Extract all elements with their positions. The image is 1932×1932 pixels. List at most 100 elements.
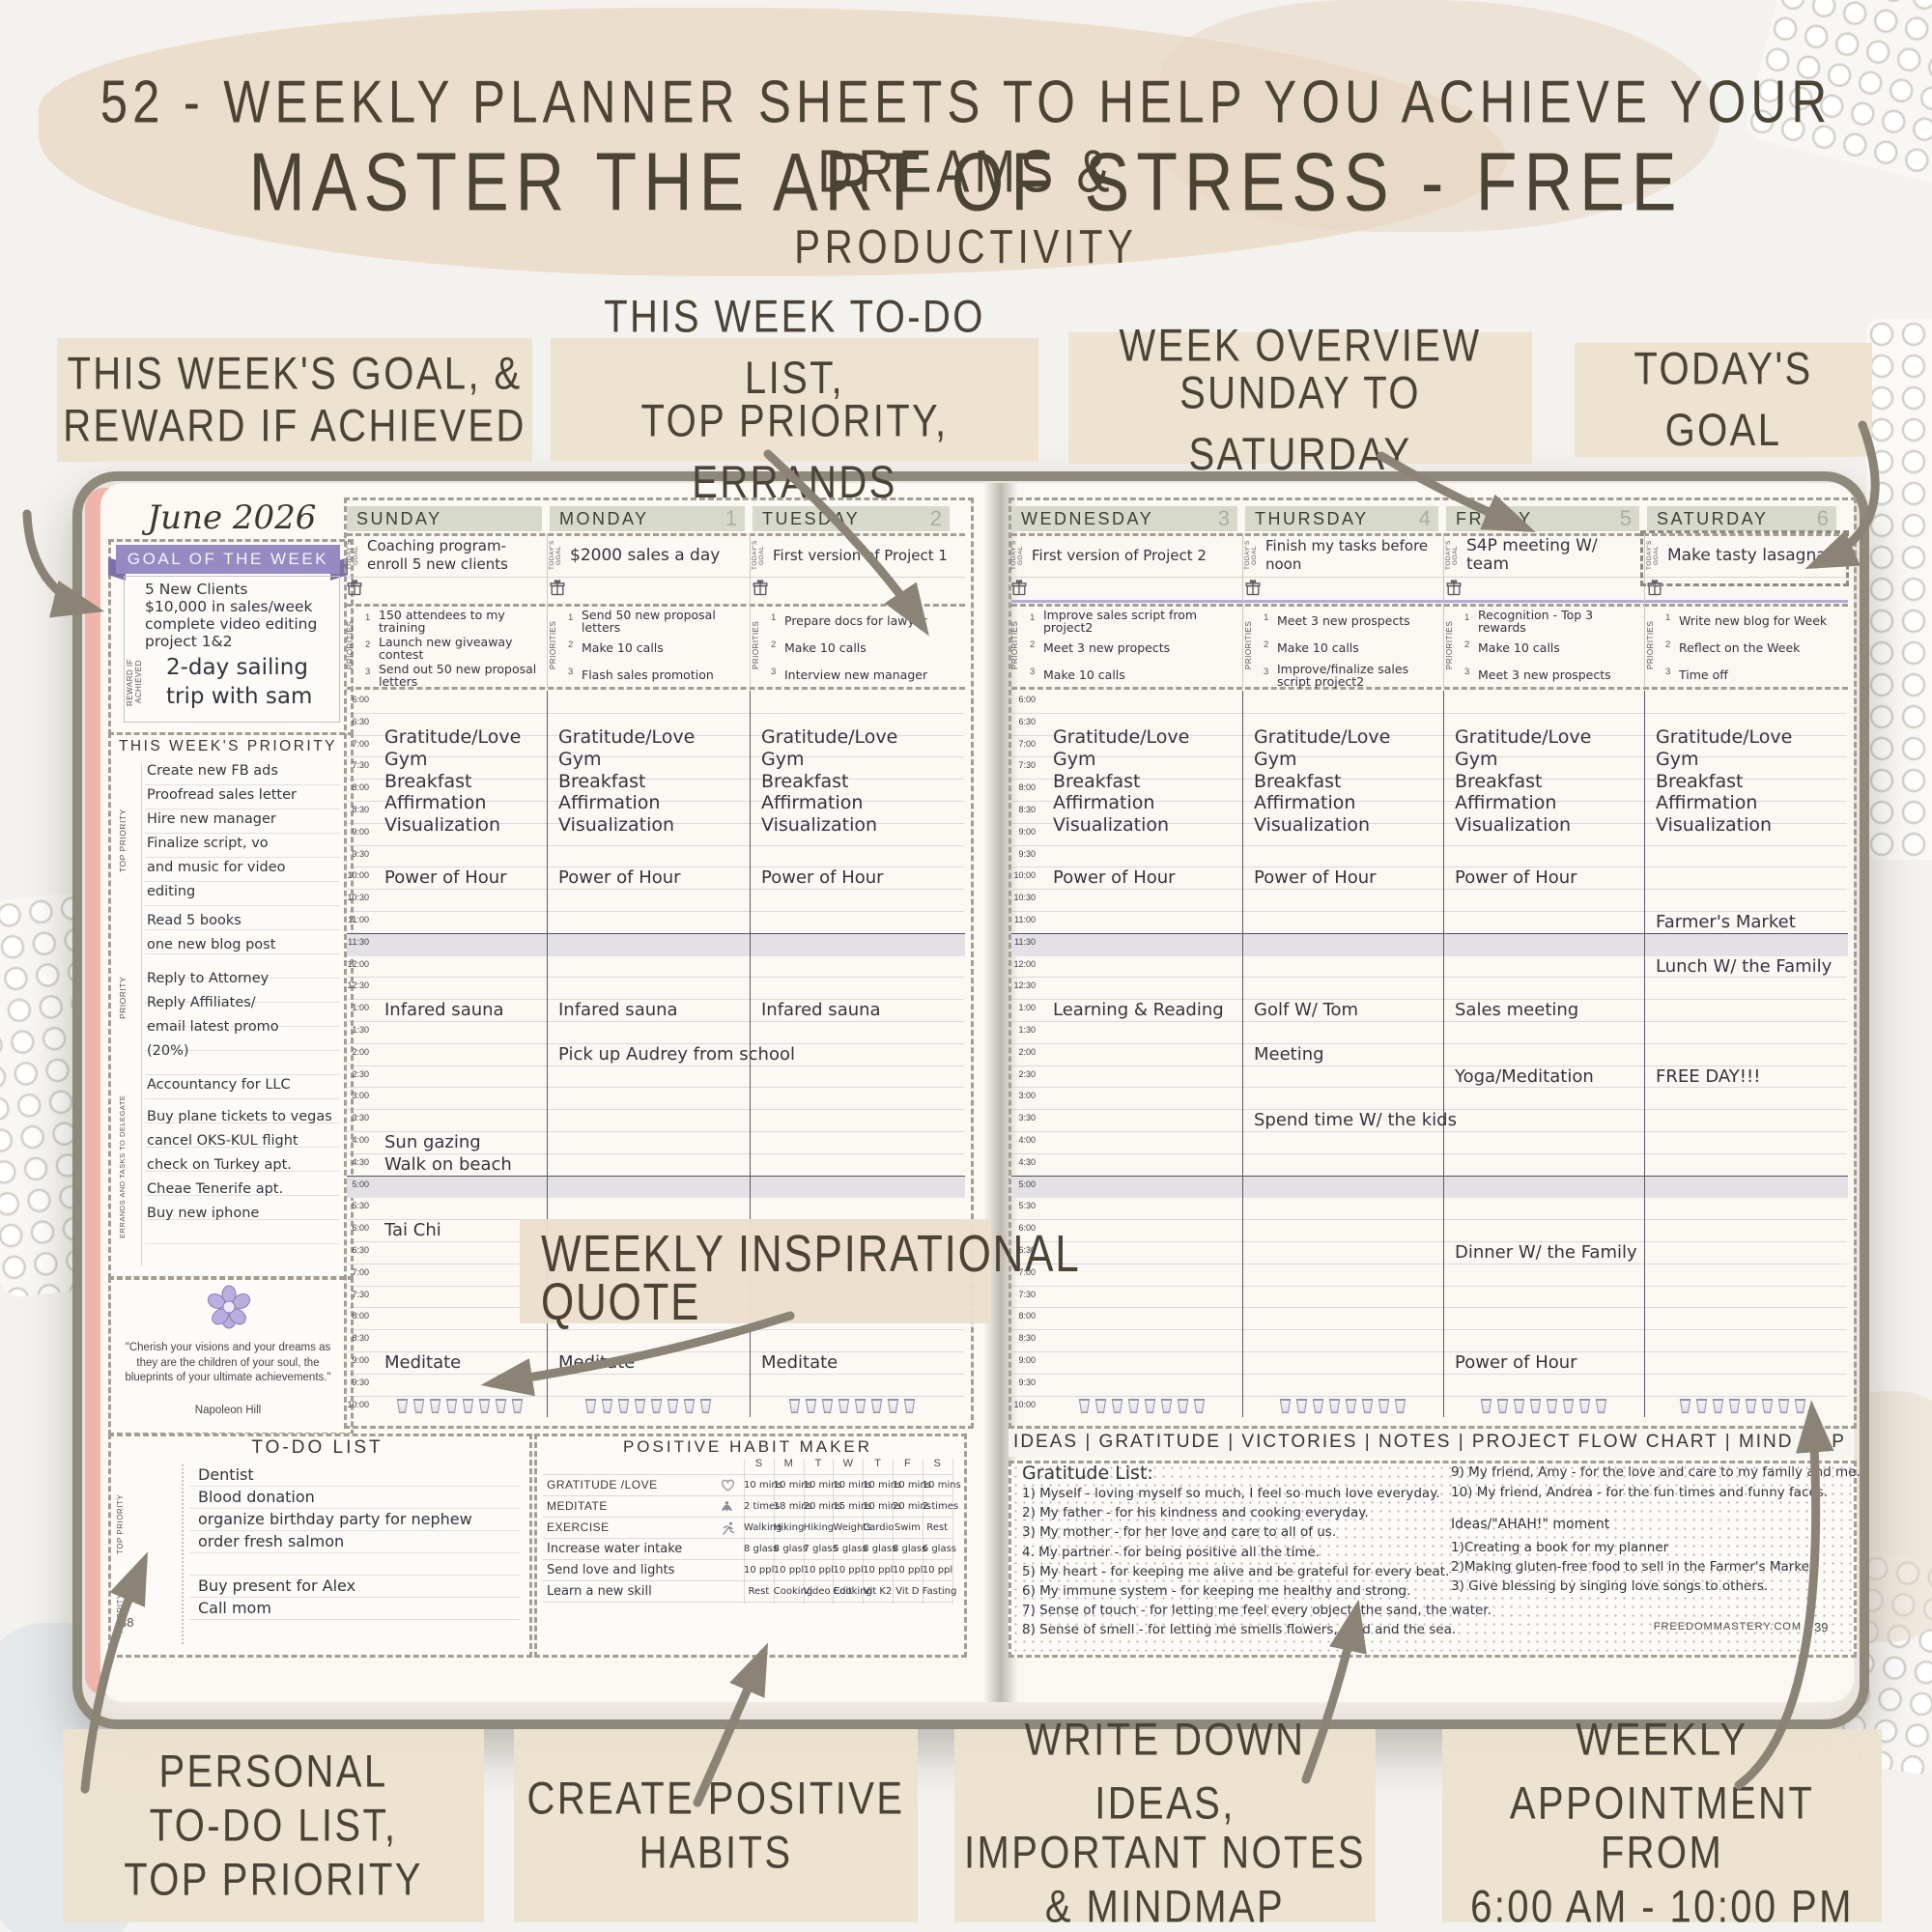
todays-goal-label: TODAY'S GOAL <box>549 540 562 571</box>
gratitude-item: 5) My heart - for keeping me alive and b… <box>1022 1563 1450 1579</box>
rule-line <box>145 905 340 906</box>
water-glass-icon <box>478 1399 491 1413</box>
habit-value: 10 ppl <box>744 1565 775 1576</box>
goal-line-2: $10,000 in sales/week <box>145 598 313 615</box>
row-divider-dashed <box>1011 687 1848 690</box>
time-label: 6:30 <box>352 716 369 726</box>
callout-line: REWARD IF ACHIEVED <box>63 401 526 451</box>
habit-value: Cooking <box>833 1586 872 1597</box>
priority-number: 3 <box>771 667 777 677</box>
time-label: 6:30 <box>1018 1245 1036 1255</box>
water-glass-icon <box>821 1399 834 1413</box>
habit-value: 10 mins <box>863 1501 902 1512</box>
schedule-line <box>1012 712 1847 714</box>
schedule-line <box>1012 734 1847 736</box>
todays-goal-text: Coaching program-enroll 5 new clients <box>367 537 508 573</box>
water-glass-icon <box>1546 1399 1558 1413</box>
day-separator <box>1443 691 1445 1418</box>
schedule-line <box>348 801 964 802</box>
day-header: THURSDAY 4 <box>1245 506 1438 531</box>
schedule-entry: Power of Hour <box>1455 1352 1577 1373</box>
priority-text: Send 50 new proposal letters <box>582 607 716 635</box>
time-label: 10:30 <box>347 893 369 903</box>
water-glass-icon <box>601 1399 613 1413</box>
time-label: 8:30 <box>352 805 369 814</box>
priority-text: Meet 3 new propects <box>1043 640 1171 655</box>
schedule-line <box>348 1065 964 1066</box>
page-title-line3: PRODUCTIVITY <box>794 221 1138 273</box>
priority-number: 1 <box>568 612 574 623</box>
callout-bottom-1: CREATE POSITIVE HABITS <box>514 1729 918 1922</box>
callout-top-2: WEEK OVERVIEW SUNDAY TO SATURDAY <box>1068 321 1532 480</box>
schedule-line <box>1012 1329 1847 1331</box>
priority-number: 1 <box>1264 612 1269 623</box>
todo-item: organize birthday party for nephew <box>198 1510 472 1528</box>
day-header: SUNDAY <box>347 506 542 531</box>
quote-callout-line2: QUOTE <box>541 1273 701 1332</box>
water-glass-icon <box>1728 1399 1741 1413</box>
habit-row-label: GRATITUDE /LOVE <box>547 1478 658 1492</box>
gratitude-item: 8) Sense of smell - for letting me smell… <box>1022 1622 1457 1638</box>
schedule-entry: Meeting <box>1254 1043 1324 1065</box>
schedule-line <box>1012 801 1847 802</box>
habit-grid-line <box>543 1538 952 1539</box>
schedule-line <box>348 1087 964 1089</box>
day-header: SATURDAY 6 <box>1647 506 1836 531</box>
runner-icon <box>721 1521 736 1537</box>
rule-line <box>145 784 340 785</box>
habit-value: Cooking <box>773 1586 813 1597</box>
day-name: THURSDAY <box>1255 509 1369 528</box>
habit-value: 15 mins <box>833 1501 872 1512</box>
time-label: 8:00 <box>1018 782 1036 793</box>
callout-line: SUNDAY TO SATURDAY <box>1179 368 1421 480</box>
reward-line-1: 2-day sailing <box>166 655 308 680</box>
priority-number: 2 <box>365 639 371 650</box>
callout-line: FROM <box>1600 1828 1724 1878</box>
priority-number: 2 <box>1665 639 1671 650</box>
water-glass-icon <box>495 1399 507 1413</box>
water-glass-icon <box>1513 1399 1525 1413</box>
callout-line: PERSONAL <box>158 1747 388 1797</box>
schedule-entry: Power of Hour <box>1455 867 1577 889</box>
week-priority-header: THIS WEEK'S PRIORITY <box>118 738 338 754</box>
schedule-line <box>1012 822 1847 824</box>
time-label: 12:30 <box>347 980 369 991</box>
side-label-top-priority: TOP PRIORITY <box>118 809 128 872</box>
gift-icon <box>1245 580 1261 596</box>
habit-header: POSITIVE HABIT MAKER <box>622 1437 873 1456</box>
schedule-entry: FREE DAY!!! <box>1656 1065 1761 1087</box>
time-label: 10:30 <box>1013 893 1036 903</box>
habit-grid-line <box>543 1580 952 1581</box>
callout-line: WRITE DOWN IDEAS, <box>1024 1715 1306 1829</box>
rule-line <box>145 929 340 930</box>
time-label: 4:00 <box>1018 1135 1036 1145</box>
callout-line: 6:00 AM - 10:00 PM <box>1470 1882 1854 1932</box>
priority-text: Make 10 calls <box>784 640 867 655</box>
day-header: WEDNESDAY 3 <box>1011 506 1237 531</box>
water-glass-icon <box>1279 1399 1292 1413</box>
time-label: 7:00 <box>1018 1266 1036 1277</box>
schedule-entry: Golf W/ Tom <box>1254 1000 1359 1021</box>
habit-value: Video Edit <box>803 1586 853 1597</box>
water-glass-icon <box>887 1399 899 1413</box>
water-glass-icon <box>1578 1399 1591 1413</box>
water-glass-icon <box>445 1399 458 1413</box>
todo-item: order fresh salmon <box>198 1532 345 1550</box>
time-label: 10:00 <box>1013 870 1036 881</box>
time-label: 3:30 <box>1018 1113 1036 1123</box>
time-label: 9:30 <box>1018 1377 1036 1387</box>
habit-value: 10 ppl <box>922 1565 953 1576</box>
schedule-line <box>1012 911 1847 912</box>
habit-value: Swim <box>894 1522 921 1533</box>
quote-author: Napoleon Hill <box>194 1405 262 1416</box>
priority-number: 3 <box>568 667 574 677</box>
schedule-entry: Dinner W/ the Family <box>1455 1242 1637 1263</box>
week-priority-box <box>108 732 354 1279</box>
habit-value: 10 mins <box>744 1480 782 1491</box>
rule-line <box>189 1619 520 1620</box>
habit-value: Vit K2 <box>863 1586 893 1597</box>
water-glass-icon <box>1777 1399 1790 1413</box>
time-label: 1:00 <box>1018 1003 1036 1013</box>
time-label: 9:30 <box>352 1377 369 1387</box>
rule-line <box>145 953 340 954</box>
